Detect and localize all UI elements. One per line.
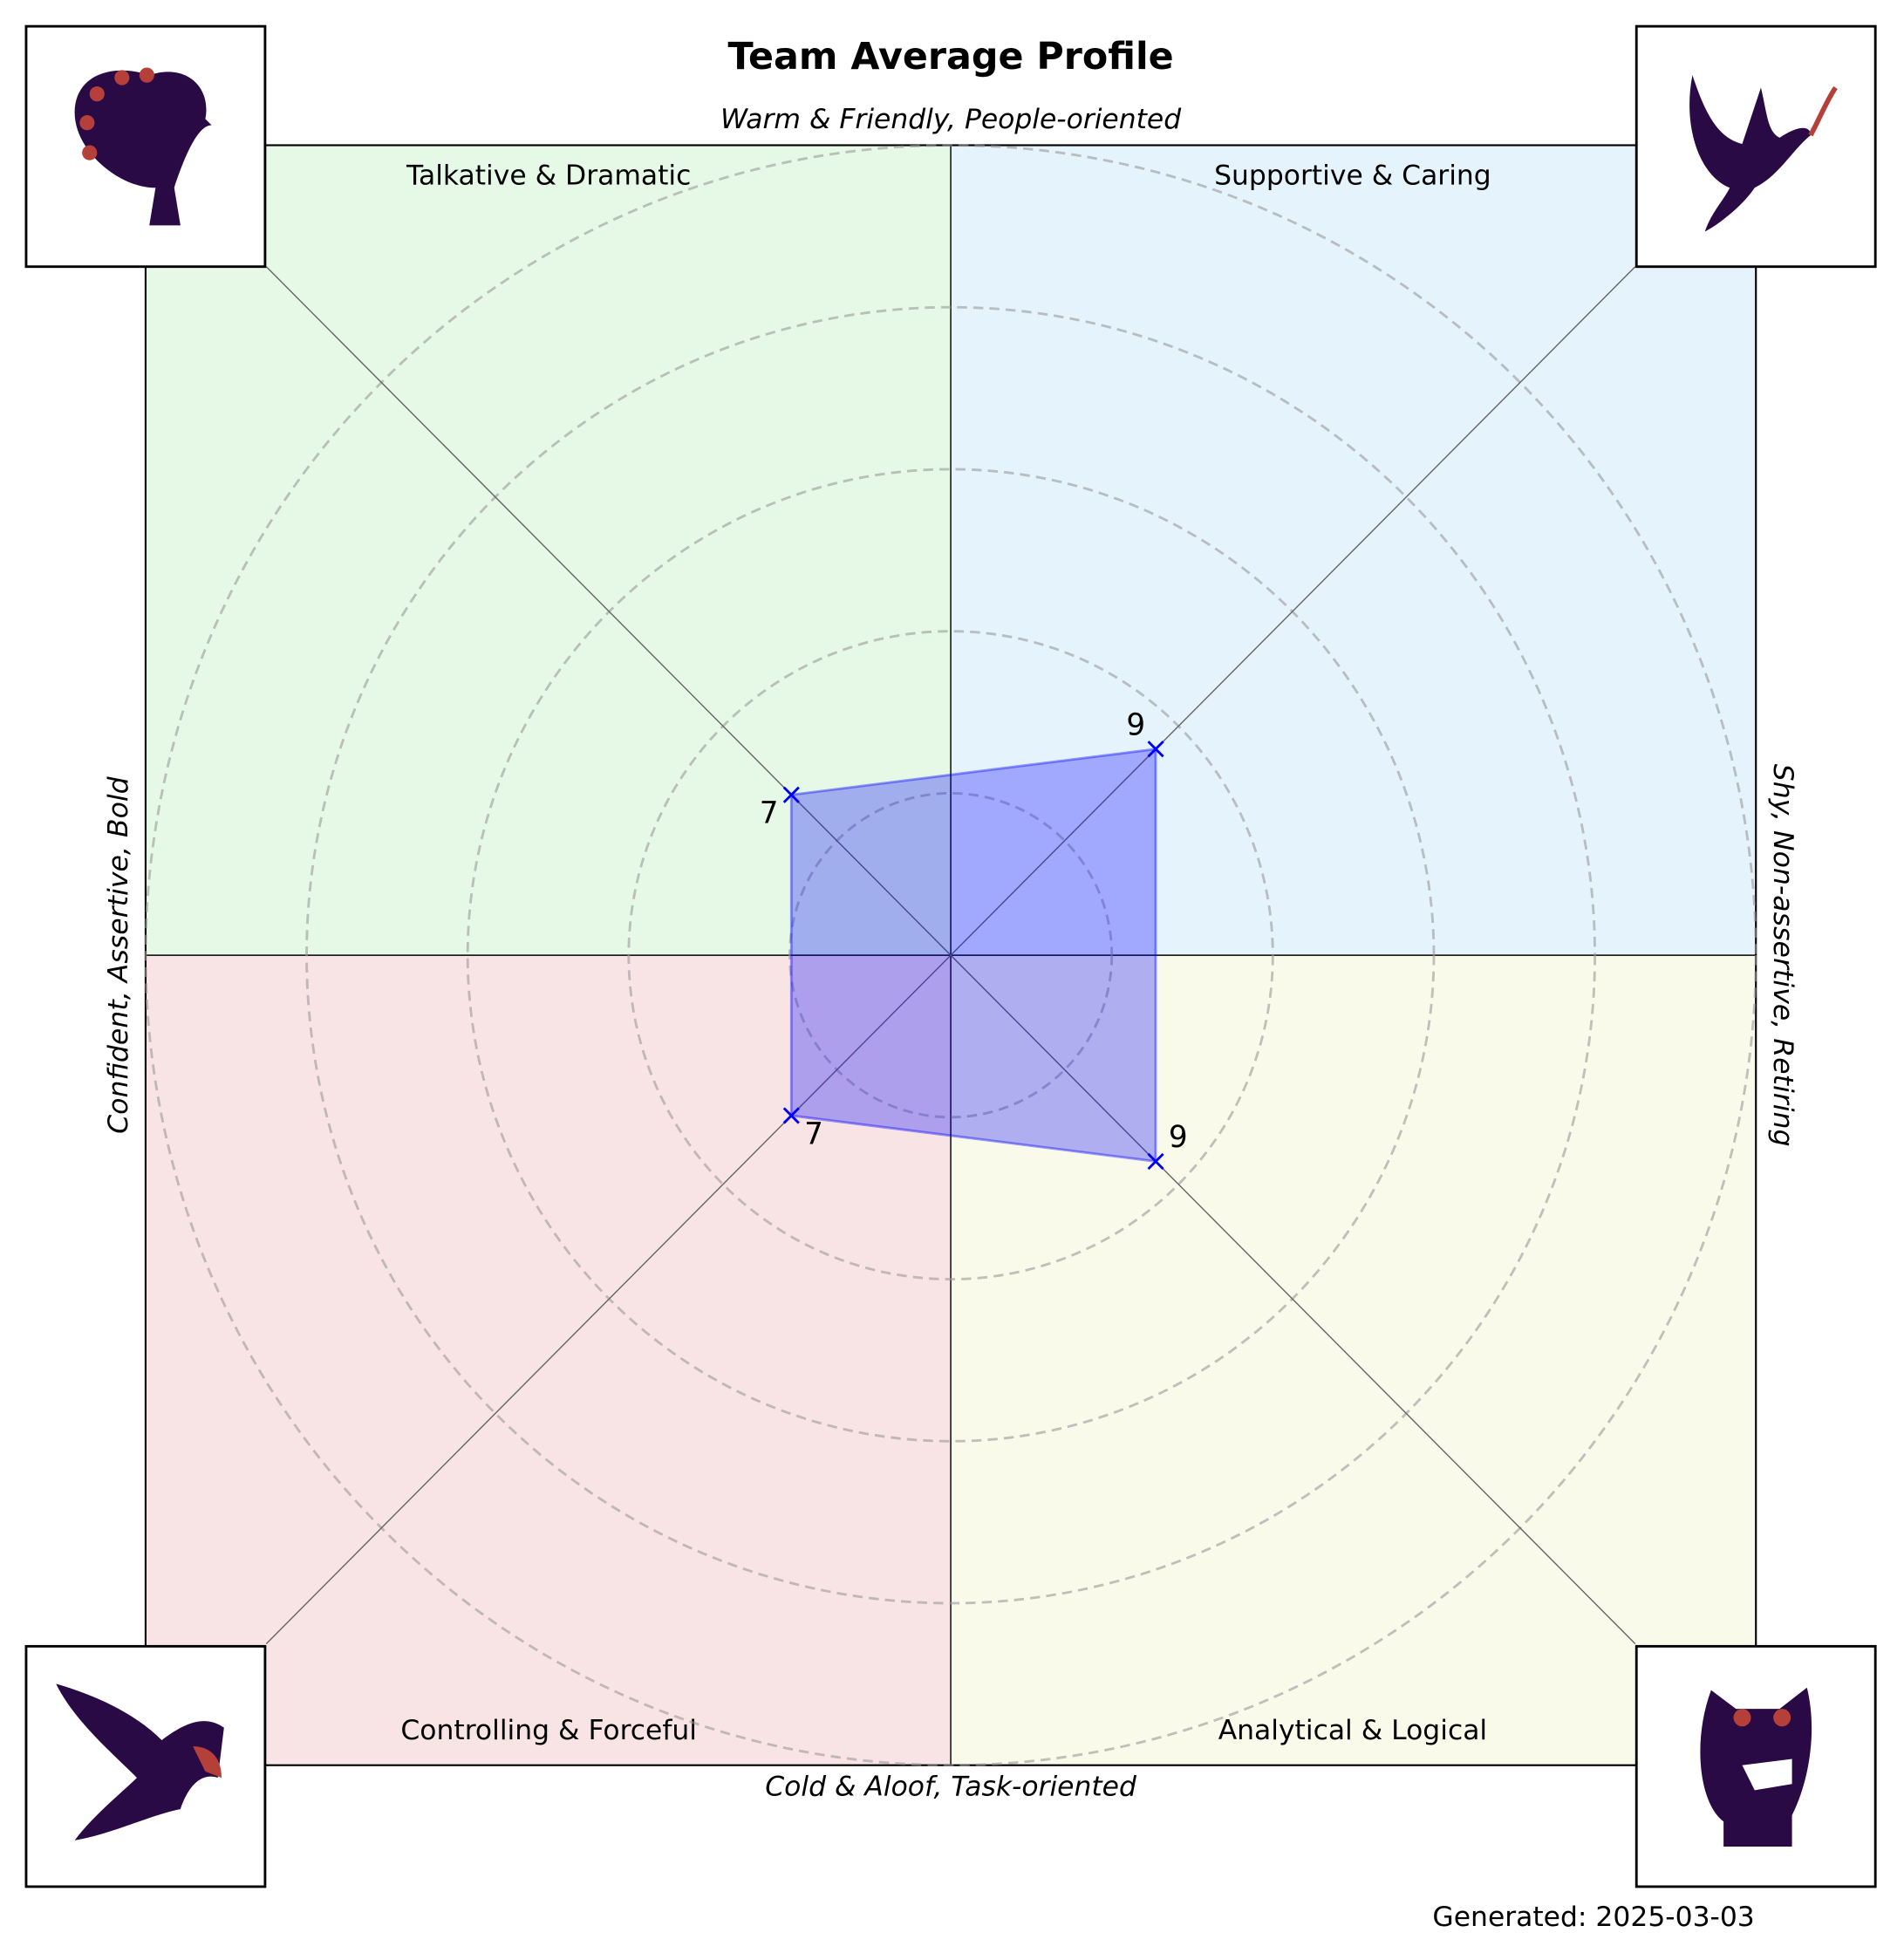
- point-marker: [1147, 741, 1164, 758]
- axis-line: [950, 954, 1636, 1644]
- axis-label-bottom: Cold & Aloof, Task-oriented: [765, 1771, 1137, 1802]
- value-label: 9: [1126, 707, 1145, 742]
- value-label: 9: [1169, 1120, 1188, 1155]
- point-marker: [1147, 1152, 1164, 1171]
- point-marker: [782, 786, 800, 803]
- quadrant-label: Controlling & Forceful: [400, 1715, 697, 1746]
- axis-label-left: Confident, Assertive, Bold: [103, 775, 134, 1134]
- quadrant-label: Supportive & Caring: [1214, 160, 1491, 191]
- marks: 7 9 9 7: [760, 707, 1188, 1171]
- axis-line: [265, 954, 952, 1644]
- quadrant-label: Analytical & Logical: [1218, 1715, 1487, 1746]
- point-marker: [782, 1107, 800, 1124]
- icon-eagle: [24, 1644, 267, 1888]
- axis-label-top: Warm & Friendly, People-oriented: [720, 104, 1182, 135]
- axis-label-right: Shy, Non-assertive, Retiring: [1767, 764, 1798, 1147]
- grid-circle: [627, 630, 1274, 1280]
- axis-line: [950, 266, 1636, 956]
- quadrant-label: Talkative & Dramatic: [406, 160, 691, 191]
- icon-peacock: [24, 24, 267, 269]
- icon-owl: [1634, 1644, 1877, 1888]
- grid-circle: [788, 791, 1114, 1119]
- axis-line: [265, 266, 952, 956]
- footer: Generated: 2025-03-03: [1432, 1902, 1754, 1933]
- grid-circle: [466, 468, 1436, 1443]
- grid-circle: [305, 305, 1597, 1605]
- icon-dove: [1634, 24, 1877, 269]
- value-label: 7: [804, 1116, 823, 1151]
- chart-title: Team Average Profile: [727, 35, 1173, 79]
- radar-area: [789, 748, 1157, 1164]
- value-label: 7: [760, 796, 779, 831]
